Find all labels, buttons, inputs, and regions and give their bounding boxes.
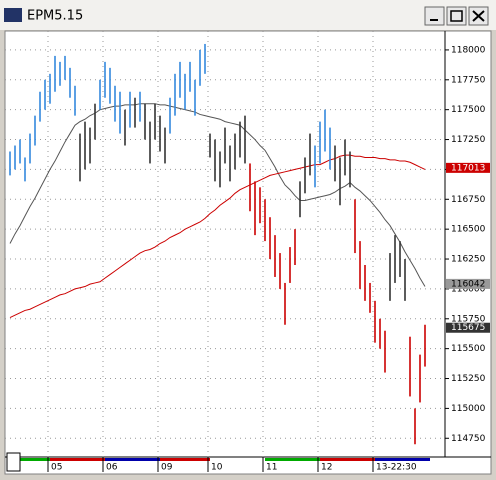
price-marker-label: 116042 xyxy=(451,279,485,289)
y-tick-label: 114750 xyxy=(451,434,486,444)
moving-average-line xyxy=(9,154,426,319)
x-tick-label: 11 xyxy=(266,463,277,473)
x-tick-label: 13-22:30 xyxy=(376,463,417,473)
title-bar xyxy=(0,0,496,30)
price-marker xyxy=(446,162,490,173)
price-marker xyxy=(446,278,490,289)
y-tick-label: 115500 xyxy=(451,344,486,354)
x-tick-label: 09 xyxy=(161,463,173,473)
y-tick-label: 117750 xyxy=(451,75,486,85)
maximize-button[interactable] xyxy=(446,6,467,26)
y-tick-label: 115750 xyxy=(451,314,486,324)
price-marker-label: 115675 xyxy=(451,323,485,333)
y-tick-label: 116750 xyxy=(451,195,486,205)
y-tick-label: 115000 xyxy=(451,404,486,414)
x-tick-label: 06 xyxy=(106,463,118,473)
x-tick-label: 12 xyxy=(321,463,332,473)
y-tick-label: 117250 xyxy=(451,135,486,145)
x-tick-label: 05 xyxy=(51,463,62,473)
app-icon xyxy=(4,8,22,22)
y-tick-label: 115250 xyxy=(451,374,486,384)
y-tick-label: 116250 xyxy=(451,255,486,265)
close-button[interactable] xyxy=(468,6,489,26)
minimize-button[interactable] xyxy=(424,6,445,26)
x-tick-label: 10 xyxy=(211,463,223,473)
y-tick-label: 116000 xyxy=(451,284,486,294)
y-tick-label: 116500 xyxy=(451,225,486,235)
y-tick-label: 117500 xyxy=(451,105,486,115)
window-title: EPM5.15 xyxy=(27,9,83,24)
scroll-box[interactable] xyxy=(6,452,21,472)
y-tick-label: 118000 xyxy=(451,45,486,55)
price-marker-label: 117013 xyxy=(451,163,485,173)
session-strip xyxy=(20,458,430,461)
moving-average-line xyxy=(9,103,426,287)
chart-frame xyxy=(4,30,492,475)
price-marker xyxy=(446,322,490,333)
